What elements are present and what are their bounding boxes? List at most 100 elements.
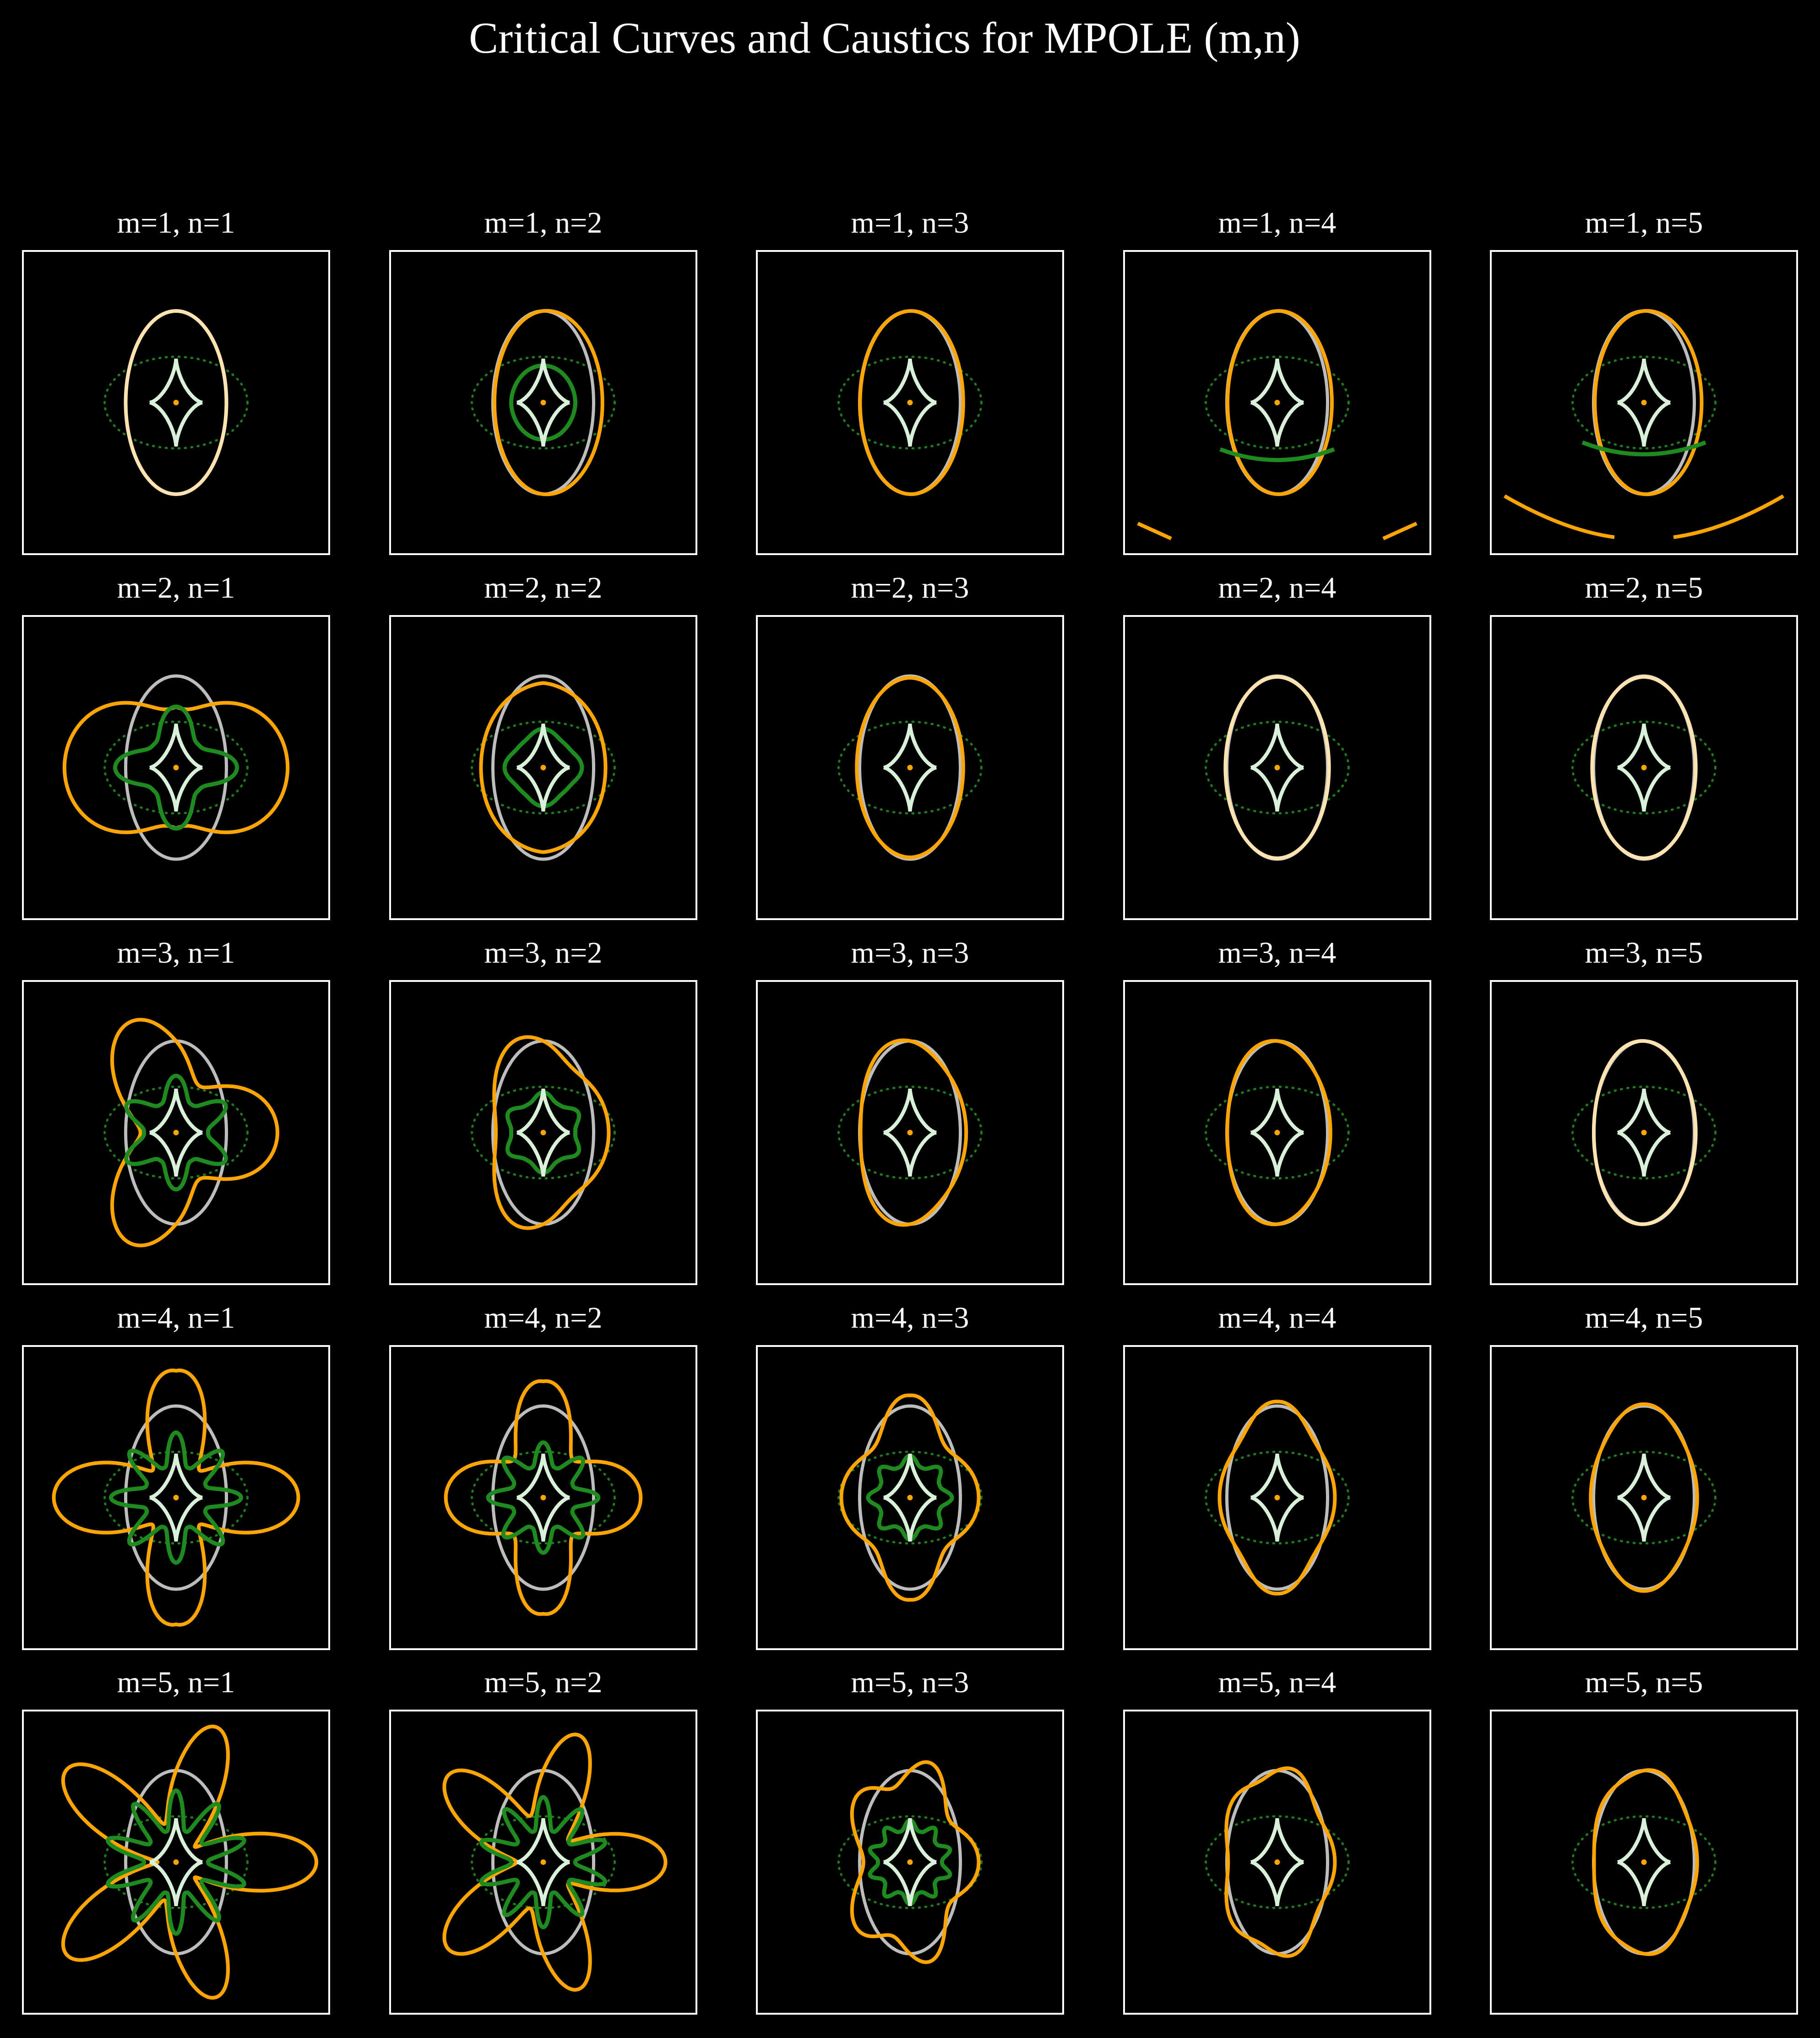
critical-curve [62, 701, 290, 834]
reference-caustic-dotted [1204, 720, 1350, 815]
reference-caustic-dotted [103, 1450, 249, 1545]
source-point [1641, 1130, 1647, 1135]
critical-curve [1225, 1039, 1332, 1226]
panel-title: m=4, n=3 [851, 1301, 969, 1335]
reference-caustic-dotted [1204, 1450, 1350, 1545]
source-point [907, 1130, 913, 1135]
critical-curve [124, 309, 228, 496]
reference-caustic-astroid [1250, 724, 1304, 812]
reference-caustic-astroid [883, 359, 937, 447]
reference-critical-curve [124, 1769, 228, 1956]
panel-m5-n4: m=5, n=4 [1123, 1666, 1431, 2015]
figure-title: Critical Curves and Caustics for MPOLE (… [469, 13, 1300, 62]
source-point [540, 1495, 546, 1500]
panel-title: m=3, n=1 [117, 936, 235, 970]
outer-caustic-arc [1219, 447, 1335, 462]
critical-curve [855, 676, 965, 860]
critical-curve [1593, 309, 1704, 496]
reference-caustic-dotted [837, 1450, 983, 1545]
reference-caustic-astroid [1617, 1454, 1671, 1542]
source-point [173, 1859, 179, 1865]
panel-title: m=5, n=3 [851, 1666, 969, 1699]
panel-title: m=2, n=5 [1585, 571, 1703, 605]
panel-m2-n3: m=2, n=3 [756, 571, 1064, 920]
reference-caustic-dotted [103, 720, 249, 815]
panel-title: m=3, n=2 [484, 936, 603, 970]
reference-caustic-dotted [470, 720, 616, 815]
reference-caustic-dotted [1571, 1450, 1717, 1545]
panel-title: m=2, n=1 [117, 571, 235, 605]
panel-m1-n5: m=1, n=5 [1490, 206, 1798, 555]
panel-m4-n1: m=4, n=1 [22, 1301, 330, 1650]
outer-arc [1382, 522, 1418, 540]
panel-m5-n1: m=5, n=1 [22, 1666, 330, 2015]
panel-title: m=1, n=3 [851, 206, 969, 240]
reference-caustic-astroid [883, 724, 937, 812]
source-point [1274, 1495, 1280, 1500]
panel-m1-n3: m=1, n=3 [756, 206, 1064, 555]
reference-critical-curve [124, 674, 228, 861]
reference-critical-curve [124, 1404, 228, 1591]
panel-m3-n2: m=3, n=2 [389, 936, 697, 1285]
critical-curve [1223, 675, 1331, 861]
critical-curve [1590, 675, 1698, 861]
panel-title: m=3, n=5 [1585, 936, 1703, 970]
reference-caustic-dotted [1571, 720, 1717, 815]
source-point [907, 1495, 913, 1500]
critical-curve [52, 1368, 300, 1627]
reference-caustic-astroid [1250, 359, 1304, 447]
panel-frame [22, 1710, 330, 2015]
reference-caustic-dotted [103, 1085, 249, 1180]
panel-m2-n5: m=2, n=5 [1490, 571, 1798, 920]
reference-caustic-astroid [1250, 1089, 1304, 1177]
source-point [907, 1859, 913, 1865]
panel-m3-n4: m=3, n=4 [1123, 936, 1431, 1285]
reference-caustic-dotted [1571, 355, 1717, 450]
source-point [1641, 1859, 1647, 1865]
outer-caustic-arc [1581, 440, 1706, 457]
panel-title: m=4, n=4 [1218, 1301, 1336, 1335]
panel-title: m=5, n=1 [117, 1666, 235, 1699]
panel-m5-n3: m=5, n=3 [756, 1666, 1064, 2015]
critical-curve [442, 1733, 668, 1992]
reference-caustic-dotted [837, 720, 983, 815]
caustic [113, 704, 239, 831]
panel-m3-n1: m=3, n=1 [22, 936, 330, 1285]
caustic [486, 1440, 601, 1555]
outer-arc [1504, 494, 1615, 539]
reference-caustic-astroid [516, 1089, 570, 1177]
reference-caustic-astroid [516, 724, 570, 812]
reference-caustic-astroid [149, 724, 203, 812]
source-point [907, 765, 913, 770]
reference-caustic-astroid [1250, 1454, 1304, 1542]
panel-title: m=4, n=1 [117, 1301, 235, 1335]
source-point [1274, 400, 1280, 405]
panel-title: m=1, n=2 [484, 206, 603, 240]
critical-curve [1592, 1039, 1698, 1226]
reference-caustic-dotted [103, 355, 249, 450]
reference-critical-curve [491, 674, 595, 861]
reference-caustic-dotted [837, 1815, 983, 1909]
panel-title: m=3, n=3 [851, 936, 969, 970]
critical-curve [1217, 1400, 1337, 1596]
caustic [124, 1073, 228, 1192]
panel-title: m=2, n=3 [851, 571, 969, 605]
critical-curve [1224, 1766, 1337, 1958]
reference-critical-curve [858, 1769, 962, 1956]
panel-title: m=2, n=2 [484, 571, 603, 605]
panel-title: m=5, n=2 [484, 1666, 603, 1699]
critical-curve [492, 309, 604, 496]
source-point [1641, 765, 1647, 770]
reference-critical-curve [124, 1039, 228, 1226]
panel-m3-n3: m=3, n=3 [756, 936, 1064, 1285]
reference-caustic-astroid [1617, 724, 1671, 812]
panel-m1-n4: m=1, n=4 [1123, 206, 1431, 555]
panel-m1-n1: m=1, n=1 [22, 206, 330, 555]
source-point [540, 400, 546, 405]
critical-curve [1226, 309, 1334, 496]
source-point [1274, 1130, 1280, 1135]
reference-caustic-astroid [1617, 359, 1671, 447]
panel-m5-n2: m=5, n=2 [389, 1666, 697, 2015]
critical-curve [850, 1760, 981, 1964]
